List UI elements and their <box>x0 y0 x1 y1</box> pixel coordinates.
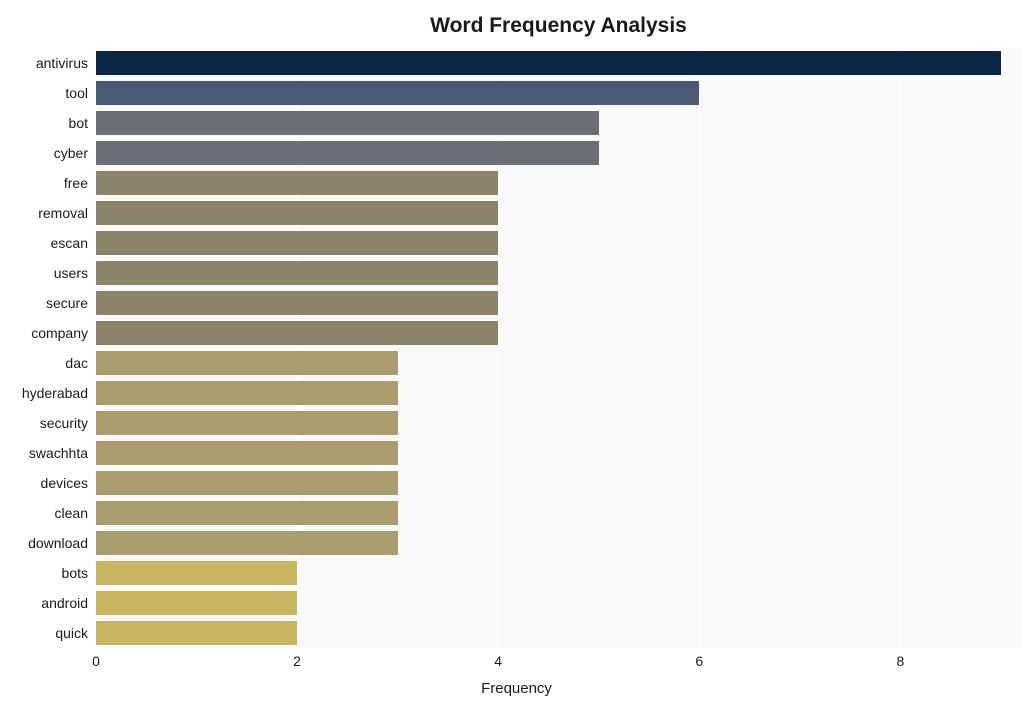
bar-row <box>96 51 1021 76</box>
bar-row <box>96 321 1021 346</box>
bar <box>96 501 398 526</box>
x-tick-label: 6 <box>695 653 703 669</box>
bar-row <box>96 501 1021 526</box>
bar-row <box>96 201 1021 226</box>
bar-row <box>96 471 1021 496</box>
bar-row <box>96 291 1021 316</box>
bars-layer <box>96 48 1021 648</box>
y-tick-label: hyderabad <box>22 386 96 400</box>
bar <box>96 111 599 136</box>
y-tick-label: bots <box>62 566 96 580</box>
bar-row <box>96 561 1021 586</box>
bar <box>96 291 498 316</box>
y-tick-label: download <box>28 536 96 550</box>
plot-area: antivirustoolbotcyberfreeremovalescanuse… <box>96 48 1021 648</box>
bar <box>96 591 297 616</box>
y-tick-label: dac <box>65 356 96 370</box>
bar <box>96 171 498 196</box>
bar <box>96 351 398 376</box>
bar-row <box>96 381 1021 406</box>
x-tick-label: 4 <box>494 653 502 669</box>
y-tick-label: users <box>54 266 96 280</box>
y-tick-label: cyber <box>54 146 96 160</box>
bar <box>96 81 699 106</box>
chart-title: Word Frequency Analysis <box>96 8 1021 38</box>
bar-row <box>96 531 1021 556</box>
y-tick-label: company <box>31 326 96 340</box>
bar <box>96 51 1001 76</box>
bar-row <box>96 411 1021 436</box>
bar-row <box>96 231 1021 256</box>
bar-row <box>96 111 1021 136</box>
x-axis: 02468 <box>96 653 1021 673</box>
bar <box>96 321 498 346</box>
y-tick-label: devices <box>41 476 96 490</box>
bar <box>96 561 297 586</box>
bar <box>96 141 599 166</box>
word-frequency-chart: Word Frequency Analysis antivirustoolbot… <box>0 0 1033 701</box>
bar-row <box>96 591 1021 616</box>
x-axis-title: Frequency <box>481 680 552 697</box>
x-tick-label: 2 <box>293 653 301 669</box>
bar <box>96 411 398 436</box>
x-tick-label: 8 <box>896 653 904 669</box>
bar <box>96 231 498 256</box>
y-tick-label: bot <box>69 116 96 130</box>
x-tick-label: 0 <box>92 653 100 669</box>
y-tick-label: secure <box>46 296 96 310</box>
bar-row <box>96 621 1021 646</box>
y-tick-label: antivirus <box>36 56 96 70</box>
bar-row <box>96 141 1021 166</box>
y-tick-label: free <box>64 176 96 190</box>
bar-row <box>96 261 1021 286</box>
bar <box>96 531 398 556</box>
y-tick-label: quick <box>55 626 96 640</box>
y-tick-label: swachhta <box>29 446 96 460</box>
bar <box>96 621 297 646</box>
y-tick-label: escan <box>51 236 96 250</box>
y-tick-label: tool <box>65 86 96 100</box>
bar-row <box>96 441 1021 466</box>
y-tick-label: removal <box>38 206 96 220</box>
bar-row <box>96 171 1021 196</box>
bar <box>96 381 398 406</box>
y-tick-label: security <box>40 416 96 430</box>
y-tick-label: android <box>41 596 96 610</box>
bar <box>96 441 398 466</box>
bar-row <box>96 81 1021 106</box>
bar <box>96 201 498 226</box>
bar <box>96 261 498 286</box>
bar-row <box>96 351 1021 376</box>
y-tick-label: clean <box>55 506 96 520</box>
bar <box>96 471 398 496</box>
